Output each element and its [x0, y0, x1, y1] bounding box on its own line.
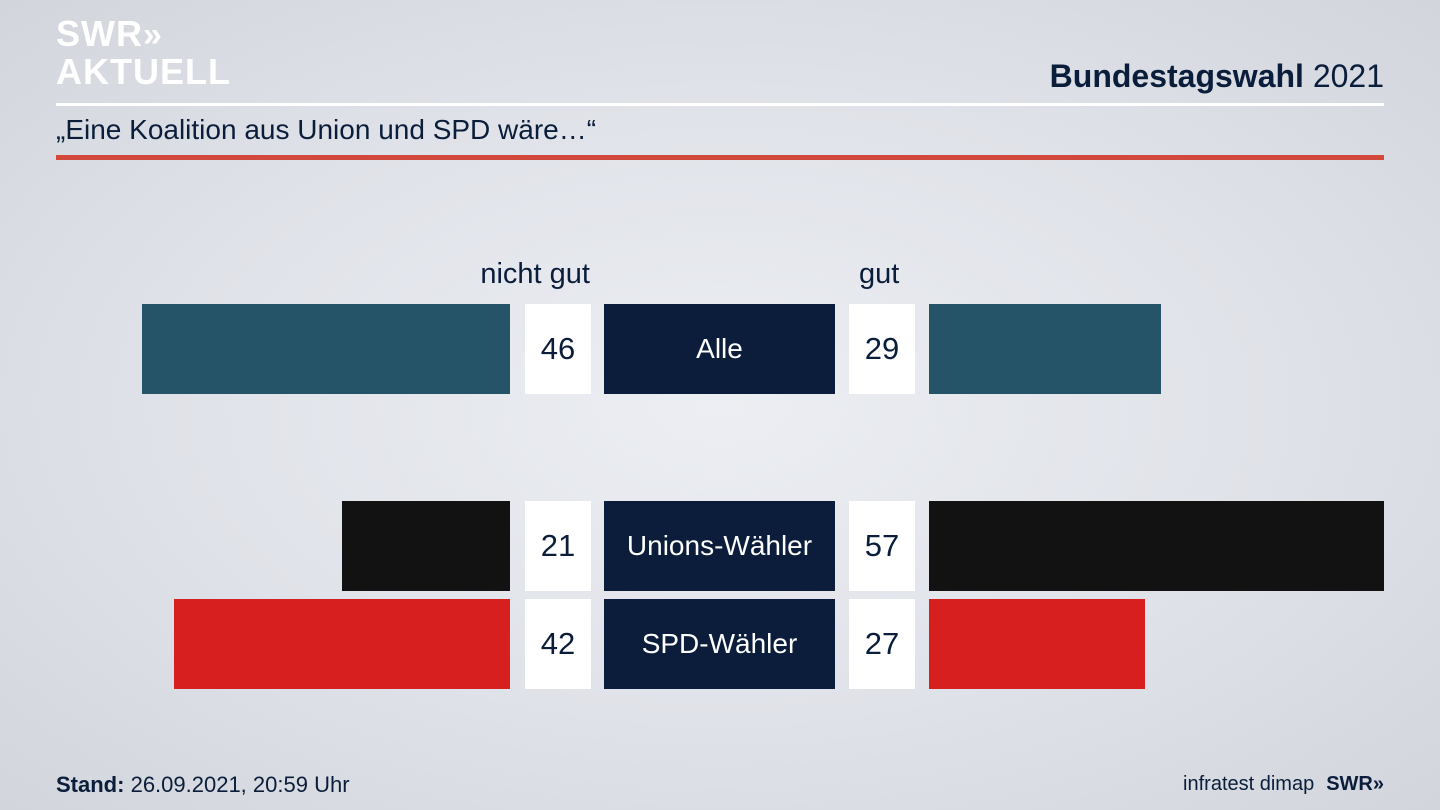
chart-subtitle: „Eine Koalition aus Union und SPD wäre…“: [56, 114, 597, 145]
source-credit: infratest dimap SWR»: [1183, 773, 1384, 796]
value-nicht-gut-alle: 46: [525, 304, 591, 394]
bar-gut-alle: [929, 304, 1161, 394]
swr-aktuell-logo: SWR» AKTUELL: [56, 16, 231, 90]
title-year: 2021: [1312, 58, 1384, 94]
value-gut-alle: 29: [849, 304, 915, 394]
chevrons-icon: »: [143, 16, 162, 54]
bar-gut-spd-w-hler: [929, 599, 1145, 689]
row-label-spd-w-hler: SPD-Wähler: [604, 599, 835, 689]
value-gut-unions-w-hler: 57: [849, 501, 915, 591]
bar-nicht-gut-alle: [142, 304, 510, 394]
logo-line2: AKTUELL: [56, 51, 231, 92]
stand-value: 26.09.2021, 20:59 Uhr: [130, 772, 350, 797]
value-nicht-gut-spd-w-hler: 42: [525, 599, 591, 689]
value-nicht-gut-unions-w-hler: 21: [525, 501, 591, 591]
page-title: Bundestagswahl 2021: [1050, 58, 1384, 95]
stand-label: Stand:: [56, 772, 125, 797]
subtitle-divider: [56, 155, 1384, 160]
bar-nicht-gut-unions-w-hler: [342, 501, 510, 591]
swr-footer-logo: SWR»: [1326, 773, 1384, 795]
logo-line1: SWR: [56, 13, 143, 54]
title-bold: Bundestagswahl: [1049, 58, 1304, 94]
row-label-alle: Alle: [604, 304, 835, 394]
swr-footer-text: SWR: [1326, 773, 1373, 795]
column-header-nicht-gut: nicht gut: [480, 258, 590, 290]
timestamp: Stand: 26.09.2021, 20:59 Uhr: [56, 772, 350, 798]
value-gut-spd-w-hler: 27: [849, 599, 915, 689]
column-header-gut: gut: [859, 258, 900, 290]
row-label-unions-w-hler: Unions-Wähler: [604, 501, 835, 591]
bar-gut-unions-w-hler: [929, 501, 1384, 591]
header-divider: [56, 103, 1384, 106]
bar-nicht-gut-spd-w-hler: [174, 599, 510, 689]
source-name: infratest dimap: [1183, 773, 1315, 795]
